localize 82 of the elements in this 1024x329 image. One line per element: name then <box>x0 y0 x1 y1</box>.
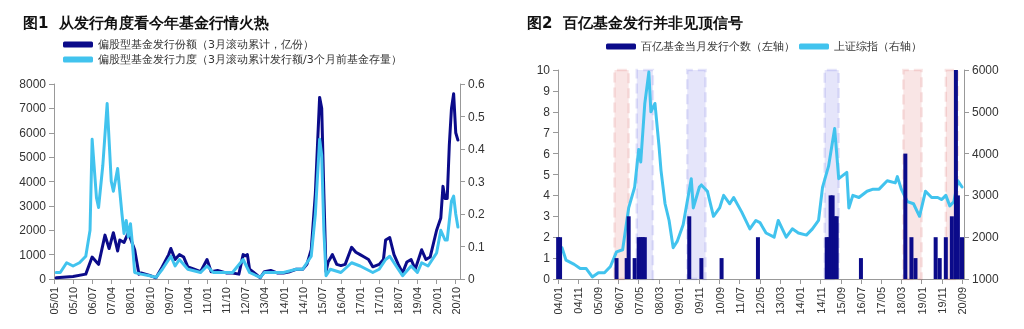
chart-title: 图2 百亿基金发行并非见顶信号 <box>527 13 743 32</box>
legend-label: 上证综指（右轴） <box>834 40 922 53</box>
y2-tick-label: 0.5 <box>468 109 486 124</box>
y-tick-label: 0 <box>543 272 551 286</box>
y-tick-label: 3 <box>543 209 551 224</box>
y2-tick-label: 4000 <box>972 146 1000 161</box>
x-tick-label: 17/10 <box>373 287 386 315</box>
x-tick-label: 18/03 <box>895 287 908 315</box>
y-tick-label: 1000 <box>19 247 47 262</box>
x-tick-label: 04/11 <box>572 287 585 314</box>
y-tick-label: 2000 <box>19 223 47 238</box>
x-tick-label: 11/07 <box>733 287 746 314</box>
y-tick-label: 7000 <box>19 101 47 116</box>
x-tick-label: 04/01 <box>552 287 564 315</box>
x-tick-label: 18/07 <box>392 287 405 315</box>
y-tick-label: 6000 <box>19 125 47 140</box>
x-tick-label: 11/01 <box>201 287 214 314</box>
y2-tick-label: 0.2 <box>468 207 486 221</box>
y-tick-label: 5000 <box>19 150 47 165</box>
x-tick-label: 20/10 <box>449 287 462 315</box>
y-tick-label: 7 <box>543 125 551 140</box>
x-tick-label: 06/07 <box>612 287 625 315</box>
x-tick-label: 07/04 <box>105 287 118 315</box>
x-tick-label: 08/03 <box>652 287 665 315</box>
x-tick-label: 14/01 <box>277 287 290 315</box>
legend-label: 百亿基金当月发行个数（左轴） <box>641 40 795 53</box>
y-tick-label: 9 <box>543 83 551 98</box>
x-tick-label: 13/03 <box>774 287 787 315</box>
y2-tick-label: 0 <box>468 272 475 286</box>
y2-tick-label: 1000 <box>972 272 1000 286</box>
legend-label: 偏股型基金发行力度（3月滚动累计发行额/3个月前基金存量） <box>98 53 402 66</box>
x-tick-label: 05/09 <box>592 287 605 315</box>
x-tick-label: 09/07 <box>162 287 175 315</box>
x-tick-label: 20/09 <box>956 287 969 315</box>
y-tick-label: 1 <box>543 251 551 266</box>
x-tick-label: 12/05 <box>753 287 766 315</box>
x-tick-label: 10/09 <box>713 287 726 315</box>
y-tick-label: 4 <box>543 188 551 203</box>
y2-tick-label: 5000 <box>972 104 1000 119</box>
y-tick-label: 6 <box>543 146 551 161</box>
y-tick-label: 10 <box>536 63 551 77</box>
x-tick-label: 05/10 <box>67 287 80 315</box>
y-tick-label: 3000 <box>19 198 47 213</box>
y2-tick-label: 0.6 <box>468 77 486 91</box>
x-tick-label: 15/07 <box>315 287 328 315</box>
x-tick-label: 19/04 <box>411 287 424 315</box>
x-tick-label: 19/11 <box>935 287 948 314</box>
y-tick-label: 0 <box>39 272 47 286</box>
x-tick-label: 08/10 <box>143 287 156 315</box>
y2-tick-label: 0.1 <box>468 239 486 254</box>
x-tick-label: 11/10 <box>220 287 233 314</box>
x-tick-label: 14/11 <box>814 287 827 314</box>
y2-tick-label: 2000 <box>972 230 1000 245</box>
x-tick-label: 10/04 <box>181 287 194 315</box>
x-tick-label: 14/01 <box>794 287 807 315</box>
x-tick-label: 19/01 <box>915 287 928 315</box>
x-tick-label: 16/07 <box>854 287 867 315</box>
x-tick-label: 17/01 <box>354 287 367 315</box>
x-tick-label: 16/04 <box>334 287 347 315</box>
x-tick-label: 17/05 <box>875 287 888 315</box>
x-tick-label: 08/01 <box>124 287 137 315</box>
x-tick-label: 05/01 <box>48 287 60 315</box>
x-tick-label: 12/07 <box>239 287 252 315</box>
y-tick-label: 2 <box>543 230 551 245</box>
y-tick-label: 5 <box>543 167 551 182</box>
x-tick-label: 09/11 <box>693 287 706 314</box>
x-tick-label: 13/04 <box>258 287 271 315</box>
legend-label: 偏股型基金发行份额（3月滚动累计，亿份） <box>98 38 314 51</box>
chart-title: 图1 从发行角度看今年基金行情火热 <box>23 13 269 32</box>
y-tick-label: 4000 <box>19 174 47 189</box>
y2-tick-label: 6000 <box>972 63 1000 77</box>
y2-tick-label: 0.4 <box>468 142 486 156</box>
x-tick-label: 15/09 <box>834 287 847 315</box>
x-tick-label: 09/01 <box>673 287 686 315</box>
x-tick-label: 07/05 <box>632 287 645 315</box>
x-tick-label: 14/10 <box>296 287 309 315</box>
y2-tick-label: 0.3 <box>468 174 486 189</box>
x-tick-label: 20/01 <box>430 287 443 315</box>
y2-tick-label: 3000 <box>972 188 1000 203</box>
y-tick-label: 8 <box>543 104 551 119</box>
y-tick-label: 8000 <box>19 77 47 91</box>
x-tick-label: 06/07 <box>86 287 99 315</box>
